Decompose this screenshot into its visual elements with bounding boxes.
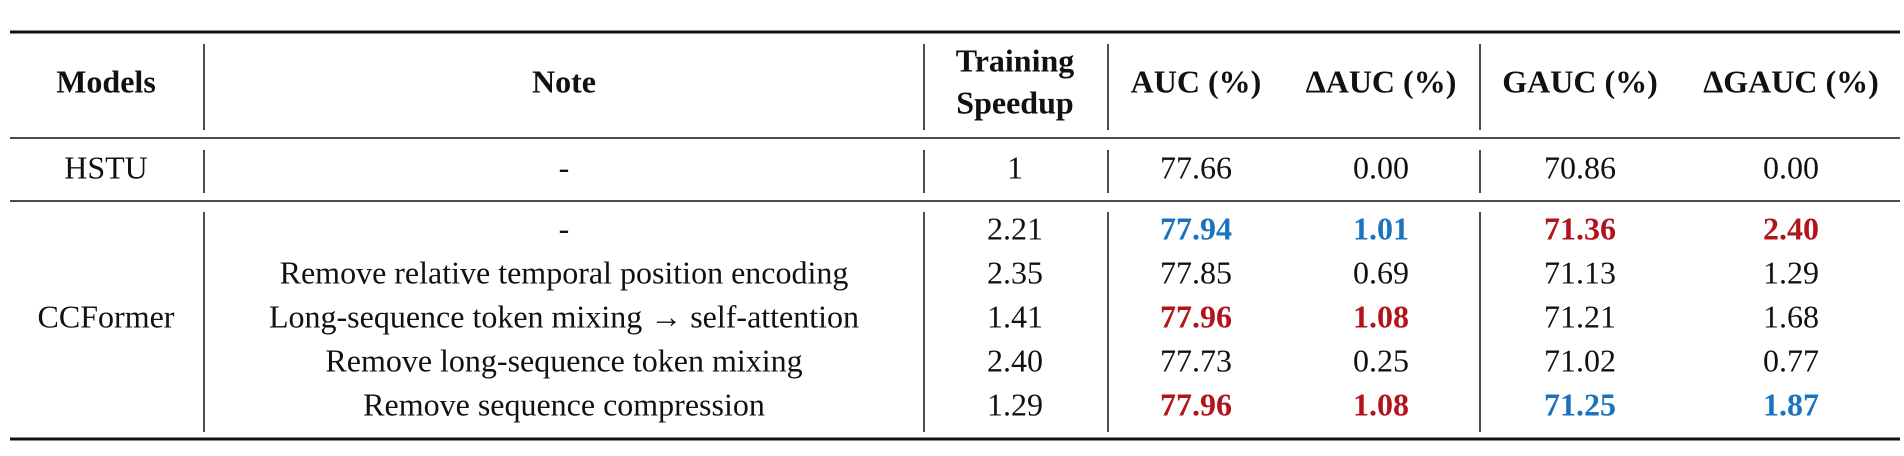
header-cell: GAUC (%) (1502, 63, 1658, 99)
value-cell: 71.36 (1544, 210, 1616, 246)
header-cell: Training (956, 42, 1075, 78)
header-cell: AUC (%) (1131, 63, 1262, 99)
value-cell: 0.77 (1763, 342, 1819, 378)
value-cell: 77.94 (1160, 210, 1232, 246)
header-cell: Models (56, 63, 156, 99)
value-cell: 77.85 (1160, 254, 1232, 290)
header-cell: ΔGAUC (%) (1703, 63, 1879, 99)
value-cell: 1.68 (1763, 298, 1819, 334)
value-cell: 77.96 (1160, 298, 1232, 334)
value-cell: 2.35 (987, 254, 1043, 290)
value-cell: 2.21 (987, 210, 1043, 246)
value-cell: 1.29 (987, 386, 1043, 422)
note-cell: Remove long-sequence token mixing (325, 342, 802, 378)
value-cell: 71.13 (1544, 254, 1616, 290)
value-cell: 0.25 (1353, 342, 1409, 378)
value-cell: 2.40 (987, 342, 1043, 378)
header-cell: Speedup (956, 84, 1073, 120)
value-cell: 1.08 (1353, 386, 1409, 422)
note-cell: - (559, 149, 570, 185)
value-cell: 0.69 (1353, 254, 1409, 290)
header-cell: Note (532, 63, 596, 99)
note-cell: Remove sequence compression (363, 386, 765, 422)
note-cell: Long-sequence token mixing → self-attent… (269, 298, 859, 334)
value-cell: 77.66 (1160, 149, 1232, 185)
value-cell: 1.29 (1763, 254, 1819, 290)
value-cell: 1.08 (1353, 298, 1409, 334)
model-name: CCFormer (38, 298, 175, 334)
note-cell: Remove relative temporal position encodi… (280, 254, 849, 290)
header-cell: ΔAUC (%) (1306, 63, 1457, 99)
value-cell: 71.21 (1544, 298, 1616, 334)
value-cell: 0.00 (1353, 149, 1409, 185)
value-cell: 1.87 (1763, 386, 1819, 422)
value-cell: 0.00 (1763, 149, 1819, 185)
value-cell: 1.41 (987, 298, 1043, 334)
model-name: HSTU (64, 149, 148, 185)
value-cell: 71.25 (1544, 386, 1616, 422)
note-cell: - (559, 210, 570, 246)
value-cell: 77.96 (1160, 386, 1232, 422)
value-cell: 70.86 (1544, 149, 1616, 185)
value-cell: 77.73 (1160, 342, 1232, 378)
value-cell: 2.40 (1763, 210, 1819, 246)
value-cell: 1 (1007, 149, 1023, 185)
value-cell: 1.01 (1353, 210, 1409, 246)
value-cell: 71.02 (1544, 342, 1616, 378)
